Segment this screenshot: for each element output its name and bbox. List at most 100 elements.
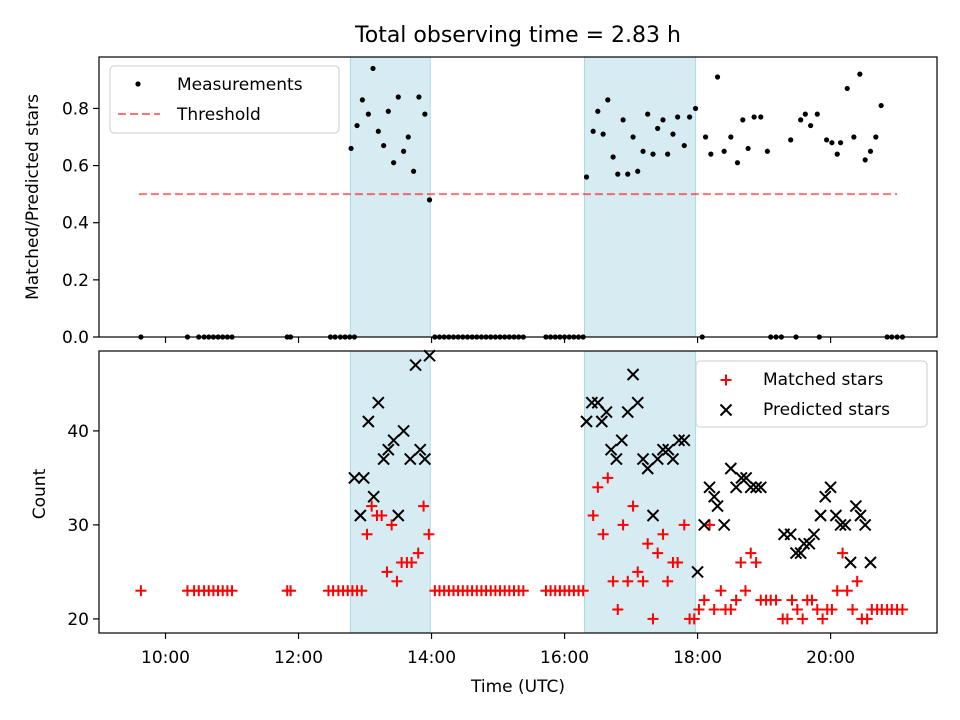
measurement-point xyxy=(670,131,676,137)
measurement-point xyxy=(655,125,661,132)
predicted-star-point-b xyxy=(707,490,721,503)
predicted-star-point xyxy=(404,452,417,466)
measurement-point xyxy=(359,97,365,103)
matched-star-point xyxy=(806,594,818,606)
matched-star-point xyxy=(285,585,297,597)
predicted-star-point xyxy=(387,434,400,447)
predicted-star-point-b xyxy=(739,471,753,485)
matched-star-point xyxy=(662,575,674,587)
predicted-star-point xyxy=(834,518,847,532)
matched-star-point xyxy=(406,557,418,568)
measurement-point xyxy=(714,74,721,80)
matched-star-point xyxy=(391,575,403,587)
measurement-point xyxy=(708,151,714,157)
matched-star-point xyxy=(704,519,716,531)
matched-star-point xyxy=(587,510,599,521)
matched-star-point xyxy=(811,604,823,615)
matched-star-point xyxy=(647,613,659,625)
y-tick-label: 0.2 xyxy=(62,271,89,291)
matched-star-point xyxy=(698,594,710,606)
predicted-star-point xyxy=(729,481,743,494)
predicted-star-point xyxy=(372,396,385,409)
predicted-star-point xyxy=(814,509,827,522)
legend-measurements-label: Measurements xyxy=(177,75,303,95)
measurement-point xyxy=(808,122,814,129)
predicted-star-point-b xyxy=(829,509,843,522)
predicted-star-point xyxy=(858,518,872,532)
measurement-point xyxy=(851,134,857,140)
measurement-point xyxy=(675,114,681,120)
measurement-point xyxy=(605,97,611,103)
measurement-point xyxy=(630,134,636,140)
matched-star-point xyxy=(627,500,639,512)
predicted-star-point xyxy=(604,443,618,456)
matched-star-point xyxy=(642,538,654,550)
predicted-star-point-b xyxy=(362,415,375,428)
predicted-star-point xyxy=(789,546,803,560)
shaded-interval-2 xyxy=(584,350,697,634)
measurement-point xyxy=(370,65,376,72)
predicted-star-point-b xyxy=(626,368,640,381)
predicted-star-point-b xyxy=(834,518,847,532)
matched-star-point xyxy=(896,604,908,615)
predicted-star-point-b xyxy=(854,509,867,522)
matched-star-point xyxy=(577,585,589,597)
matched-star-point xyxy=(837,547,849,559)
matched-star-point xyxy=(423,528,435,540)
predicted-star-point xyxy=(600,405,613,419)
matched-star-point xyxy=(622,575,634,587)
predicted-star-point xyxy=(691,565,704,579)
y-tick-label: 0.8 xyxy=(62,99,89,119)
matched-star-point xyxy=(386,519,398,531)
bottom-axes-frame xyxy=(98,350,938,634)
measurement-point xyxy=(745,145,751,152)
measurement-point xyxy=(381,142,387,149)
legend-predicted-glyph xyxy=(719,403,733,417)
predicted-star-point-b xyxy=(423,349,436,362)
predicted-star-point xyxy=(367,490,380,503)
measurement-point xyxy=(814,111,820,117)
matched-star-point xyxy=(725,604,737,615)
measurement-point xyxy=(583,174,590,180)
measurement-point xyxy=(625,171,631,177)
matched-star-point xyxy=(688,613,700,625)
predicted-star-point xyxy=(636,452,650,466)
predicted-star-point xyxy=(735,471,748,485)
measurement-point xyxy=(620,117,626,123)
matched-star-point xyxy=(366,500,378,512)
legend-matched-label: Matched stars xyxy=(763,370,883,390)
measurement-point xyxy=(798,117,804,123)
measurement-point xyxy=(823,137,830,143)
legend-predicted-label: Predicted stars xyxy=(763,400,890,420)
predicted-star-point xyxy=(348,471,361,485)
predicted-star-point-b xyxy=(382,443,395,456)
matched-star-point xyxy=(781,613,793,625)
predicted-star-point-b xyxy=(754,481,767,494)
predicted-star-point xyxy=(824,481,837,494)
measurement-point xyxy=(829,140,835,146)
y-tick-label: 30 xyxy=(67,516,89,536)
predicted-star-point-b xyxy=(418,452,432,466)
predicted-star-point-b xyxy=(784,528,797,541)
measurement-point xyxy=(758,114,764,120)
predicted-star-point xyxy=(626,368,640,381)
matched-star-point xyxy=(841,585,853,597)
bottom-x-ticks: 10:00 12:00 14:00 16:00 18:00 20:00 xyxy=(141,633,855,668)
top-y-ticks: 0.0 0.2 0.4 0.6 0.8 xyxy=(62,99,99,348)
predicted-star-point xyxy=(819,490,832,503)
measurement-point xyxy=(764,148,771,154)
predicted-star-point-b xyxy=(678,434,691,447)
measurement-point xyxy=(740,117,746,123)
predicted-star-point-b xyxy=(691,565,704,579)
predicted-star-point-b xyxy=(844,556,857,569)
predicted-star-point xyxy=(418,452,432,466)
measurement-point xyxy=(416,94,422,100)
matched-star-point xyxy=(597,528,609,540)
measurement-point xyxy=(878,102,884,109)
predicted-star-point-b xyxy=(749,481,763,494)
predicted-star-point xyxy=(662,443,675,456)
bottom-ylabel: Count xyxy=(30,468,50,519)
matched-star-point xyxy=(745,547,757,559)
legend-measurements-marker xyxy=(135,81,141,87)
